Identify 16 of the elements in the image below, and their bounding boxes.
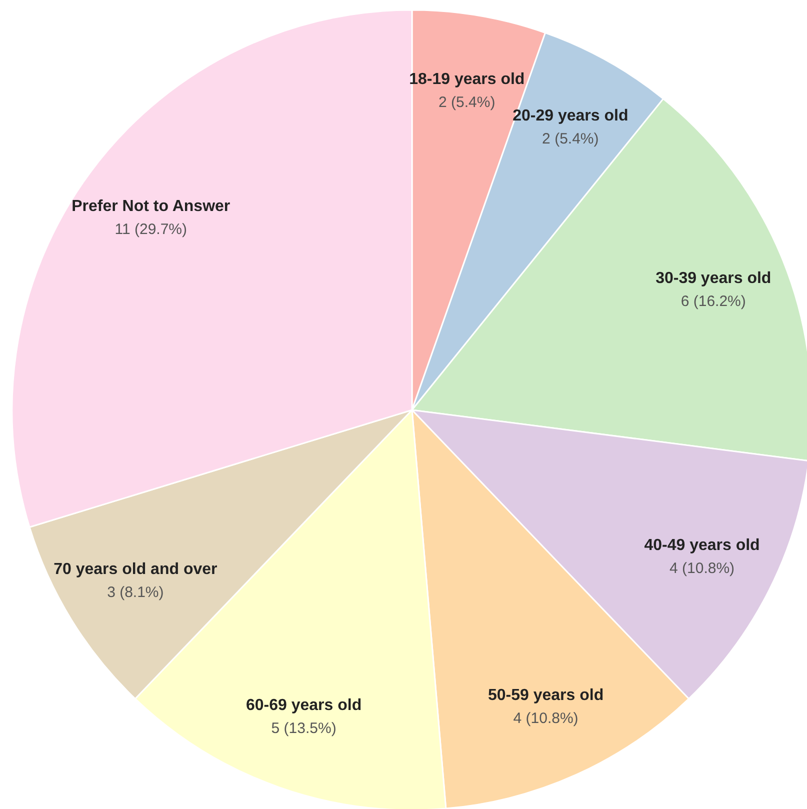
data-label: 2 (5.4%) — [438, 94, 496, 111]
slice-label: 60-69 years old — [246, 697, 362, 714]
data-label: 11 (29.7%) — [114, 220, 187, 238]
slice-label: 30-39 years old — [656, 270, 772, 287]
data-label: 3 (8.1%) — [107, 584, 164, 602]
data-label: 2 (5.4%) — [542, 130, 599, 148]
slice-label: 18-19 years old — [409, 70, 525, 88]
data-label: 4 (10.8%) — [670, 560, 735, 578]
data-label: 6 (16.2%) — [680, 292, 746, 310]
slice-label: 40-49 years old — [644, 537, 760, 554]
slice-label: 20-29 years old — [512, 107, 628, 124]
slice-label: Prefer Not to Answer — [72, 198, 230, 215]
data-label: 5 (13.5%) — [271, 720, 336, 738]
data-label: 4 (10.8%) — [513, 710, 578, 727]
slice-label: 50-59 years old — [488, 686, 604, 704]
slice-label: 70 years old and over — [54, 561, 218, 578]
